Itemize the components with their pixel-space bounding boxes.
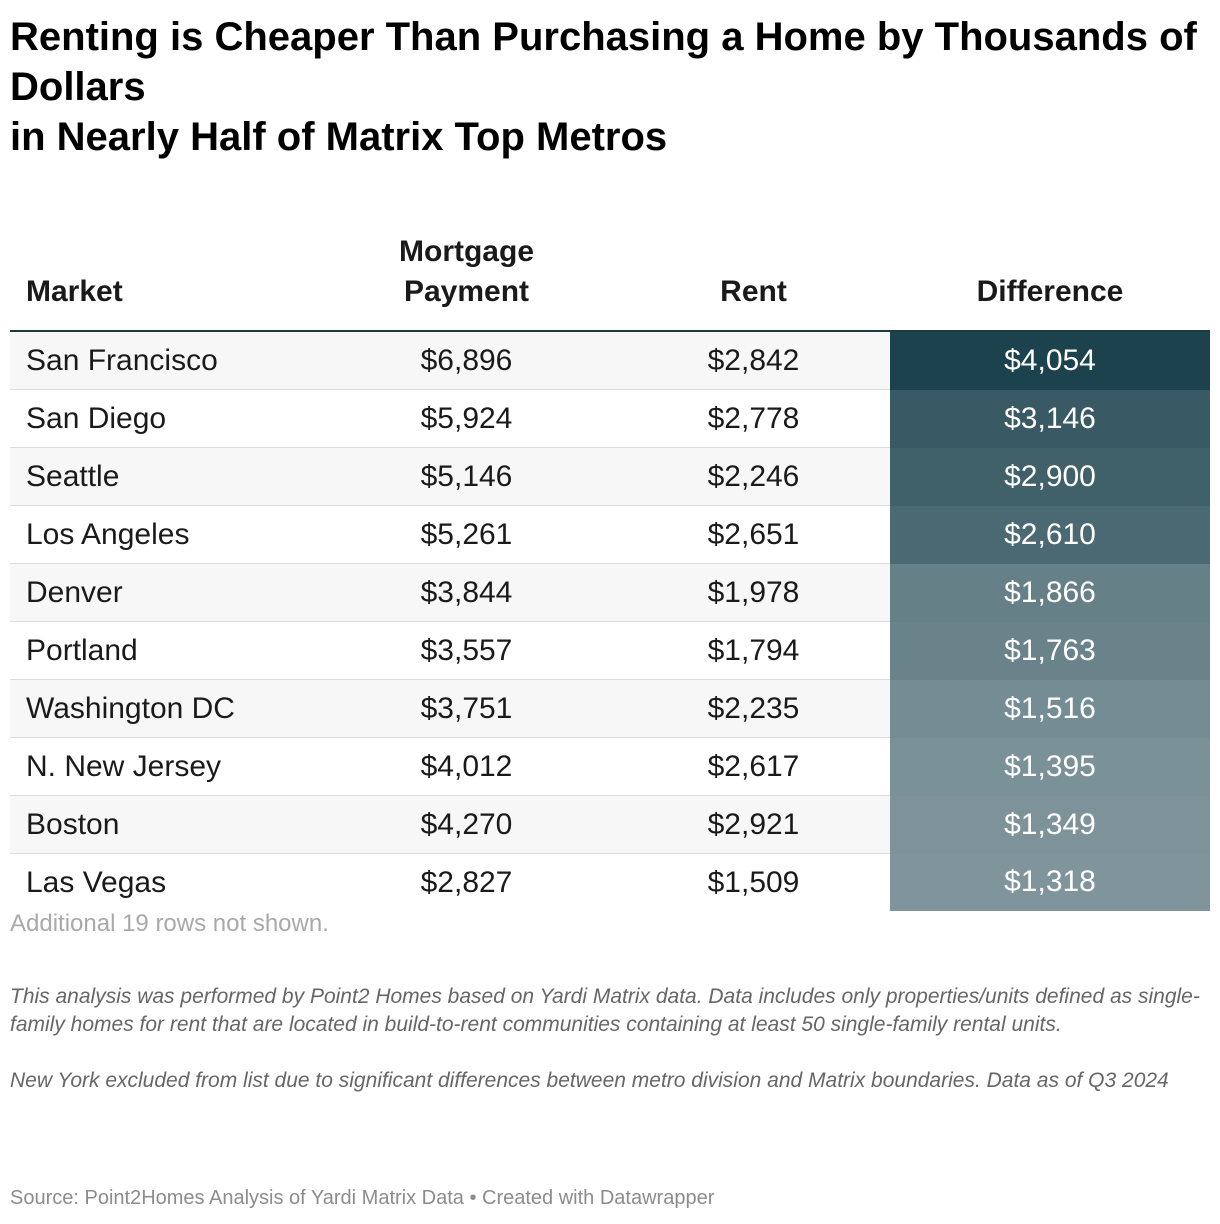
market-cell: Portland — [10, 621, 316, 680]
difference-cell: $2,900 — [890, 447, 1210, 506]
column-header-mortgage-label-line1: Mortgage — [399, 235, 534, 268]
column-header-market[interactable]: Market — [10, 212, 316, 332]
market-cell: Washington DC — [10, 679, 316, 738]
table-row: Portland $3,557 $1,794 $1,763 — [10, 621, 1210, 680]
difference-cell: $3,146 — [890, 389, 1210, 448]
footnotes: This analysis was performed by Point2 Ho… — [10, 983, 1210, 1095]
difference-cell: $1,318 — [890, 853, 1210, 911]
market-cell: San Francisco — [10, 331, 316, 390]
chart-title-line: Renting is Cheaper Than Purchasing a Hom… — [10, 15, 1197, 109]
table-row: Denver $3,844 $1,978 $1,866 — [10, 563, 1210, 622]
rent-cell: $2,778 — [617, 389, 890, 448]
column-header-mortgage[interactable]: Mortgage Payment — [316, 212, 617, 332]
rent-cell: $2,235 — [617, 679, 890, 738]
mortgage-cell: $5,261 — [316, 505, 617, 564]
chart-title-line: in Nearly Half of Matrix Top Metros — [10, 115, 668, 159]
column-header-rent[interactable]: Rent — [617, 212, 890, 332]
difference-cell: $1,395 — [890, 737, 1210, 796]
chart-title: Renting is Cheaper Than Purchasing a Hom… — [10, 12, 1210, 162]
mortgage-cell: $4,270 — [316, 795, 617, 854]
rent-cell: $2,246 — [617, 447, 890, 506]
table-row: San Francisco $6,896 $2,842 $4,054 — [10, 331, 1210, 390]
footnote-methodology: This analysis was performed by Point2 Ho… — [10, 985, 1200, 1036]
difference-cell: $4,054 — [890, 331, 1210, 390]
rows-not-shown-note: Additional 19 rows not shown. — [10, 910, 329, 937]
rent-cell: $1,794 — [617, 621, 890, 680]
rent-cell: $2,617 — [617, 737, 890, 796]
market-cell: N. New Jersey — [10, 737, 316, 796]
table-body: San Francisco $6,896 $2,842 $4,054 San Diego… — [10, 331, 1210, 911]
difference-cell: $1,516 — [890, 679, 1210, 738]
table-row: Las Vegas $2,827 $1,509 $1,318 — [10, 853, 1210, 911]
rent-cell: $1,509 — [617, 853, 890, 911]
rent-cell: $1,978 — [617, 563, 890, 622]
mortgage-cell: $4,012 — [316, 737, 617, 796]
market-cell: Seattle — [10, 447, 316, 506]
difference-cell: $1,349 — [890, 795, 1210, 854]
table-row: N. New Jersey $4,012 $2,617 $1,395 — [10, 737, 1210, 796]
market-cell: Denver — [10, 563, 316, 622]
rent-cell: $2,921 — [617, 795, 890, 854]
mortgage-cell: $6,896 — [316, 331, 617, 390]
source-credit: Source: Point2Homes Analysis of Yardi Ma… — [10, 1187, 715, 1209]
rent-cell: $2,842 — [617, 331, 890, 390]
mortgage-cell: $5,924 — [316, 389, 617, 448]
table-header-row: Market Mortgage Payment Rent Difference — [10, 212, 1210, 332]
mortgage-cell: $3,844 — [316, 563, 617, 622]
market-cell: Los Angeles — [10, 505, 316, 564]
footnote-exclusion: New York excluded from list due to signi… — [10, 1069, 1169, 1092]
mortgage-cell: $5,146 — [316, 447, 617, 506]
column-header-mortgage-label-line2: Payment — [403, 275, 530, 308]
table-row: Seattle $5,146 $2,246 $2,900 — [10, 447, 1210, 506]
market-cell: Las Vegas — [10, 853, 316, 911]
difference-cell: $2,610 — [890, 505, 1210, 564]
table-row: Washington DC $3,751 $2,235 $1,516 — [10, 679, 1210, 738]
column-header-market-label: Market — [26, 275, 123, 308]
market-cell: Boston — [10, 795, 316, 854]
mortgage-cell: $3,557 — [316, 621, 617, 680]
table-row: San Diego $5,924 $2,778 $3,146 — [10, 389, 1210, 448]
rent-cell: $2,651 — [617, 505, 890, 564]
table-row: Boston $4,270 $2,921 $1,349 — [10, 795, 1210, 854]
mortgage-cell: $2,827 — [316, 853, 617, 911]
difference-cell: $1,763 — [890, 621, 1210, 680]
column-header-difference-label: Difference — [976, 275, 1124, 308]
column-header-rent-label: Rent — [720, 275, 787, 308]
data-table: Market Mortgage Payment Rent Difference … — [10, 212, 1210, 911]
table-row: Los Angeles $5,261 $2,651 $2,610 — [10, 505, 1210, 564]
column-header-difference[interactable]: Difference — [890, 212, 1210, 332]
difference-cell: $1,866 — [890, 563, 1210, 622]
mortgage-cell: $3,751 — [316, 679, 617, 738]
market-cell: San Diego — [10, 389, 316, 448]
